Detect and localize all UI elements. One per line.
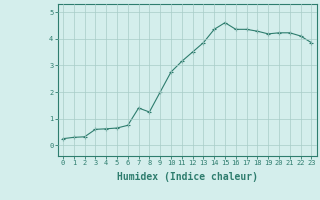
X-axis label: Humidex (Indice chaleur): Humidex (Indice chaleur): [117, 172, 258, 182]
